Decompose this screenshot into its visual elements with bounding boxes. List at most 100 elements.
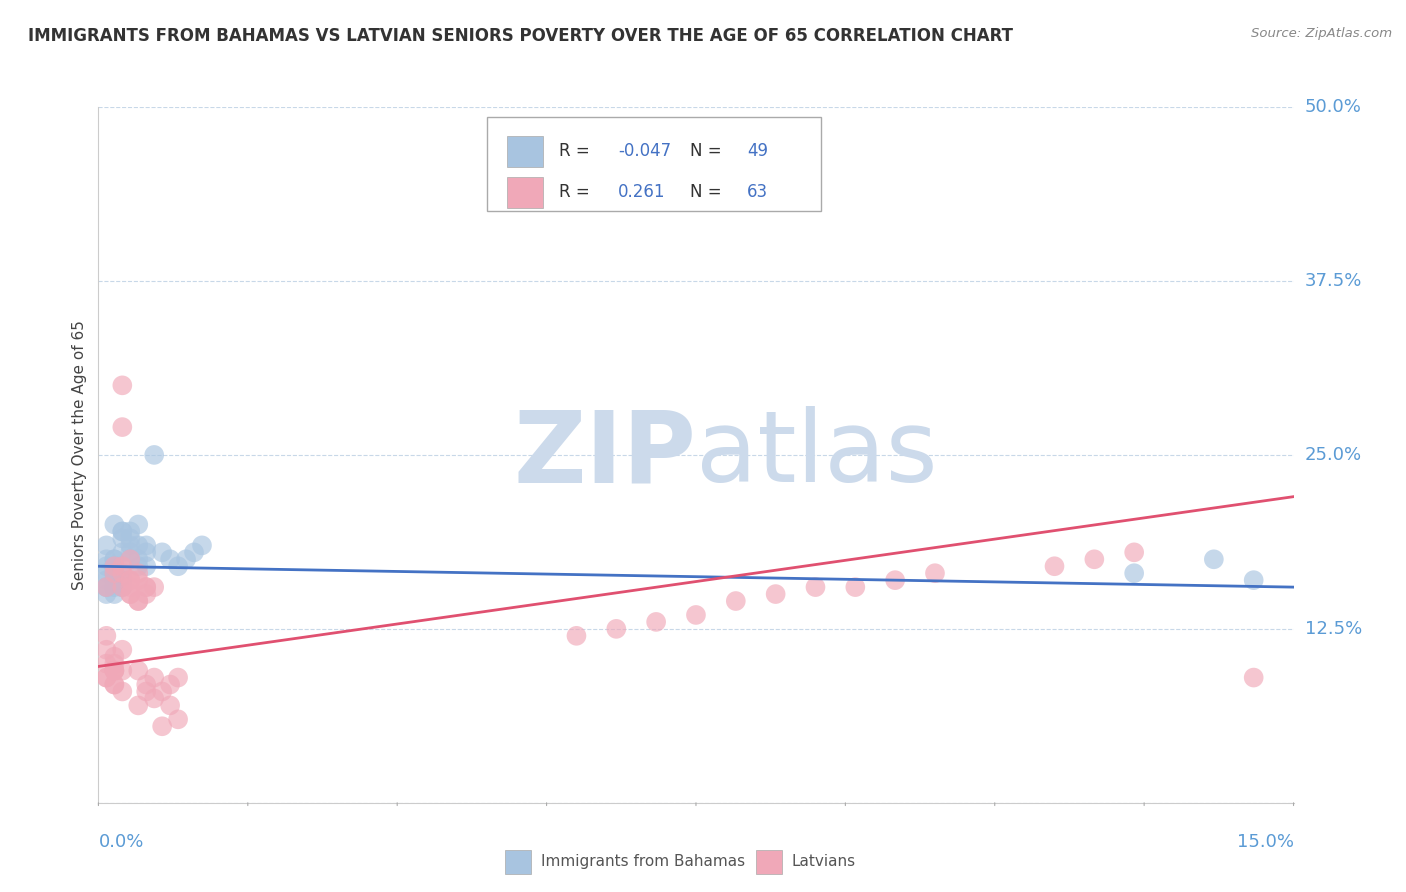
Point xyxy=(765,587,787,601)
Point xyxy=(111,378,134,392)
Point xyxy=(150,719,173,733)
Point xyxy=(111,524,134,539)
Point xyxy=(127,594,149,608)
Point xyxy=(127,552,149,566)
Point xyxy=(191,538,214,552)
Point xyxy=(135,580,157,594)
Point xyxy=(127,566,149,581)
Point xyxy=(135,580,157,594)
Text: atlas: atlas xyxy=(696,407,938,503)
Point xyxy=(103,566,125,581)
Point xyxy=(120,552,142,566)
Point xyxy=(111,524,134,539)
Point xyxy=(111,684,134,698)
Text: 0.261: 0.261 xyxy=(619,183,666,202)
Point xyxy=(111,664,134,678)
Point xyxy=(103,559,125,574)
Point xyxy=(143,448,166,462)
Point xyxy=(135,559,157,574)
Point xyxy=(135,677,157,691)
Point xyxy=(111,580,134,594)
Text: N =: N = xyxy=(690,143,727,161)
Point xyxy=(159,677,181,691)
Point xyxy=(96,552,118,566)
Text: ZIP: ZIP xyxy=(513,407,696,503)
Point xyxy=(96,657,118,671)
Text: Latvians: Latvians xyxy=(792,855,856,870)
Point xyxy=(111,642,134,657)
Point xyxy=(1123,545,1146,559)
Point xyxy=(103,677,125,691)
Point xyxy=(103,664,125,678)
Text: 63: 63 xyxy=(748,183,769,202)
Point xyxy=(1043,559,1066,574)
Point xyxy=(103,566,125,581)
Point xyxy=(127,698,149,713)
Point xyxy=(120,532,142,546)
Point xyxy=(120,538,142,552)
Point xyxy=(159,552,181,566)
Point xyxy=(127,573,149,587)
Point xyxy=(103,517,125,532)
Text: 15.0%: 15.0% xyxy=(1236,833,1294,851)
Point xyxy=(96,671,118,685)
Point xyxy=(96,566,118,581)
Point xyxy=(135,684,157,698)
Text: 50.0%: 50.0% xyxy=(1305,98,1361,116)
Point xyxy=(103,580,125,594)
Point xyxy=(103,677,125,691)
Point xyxy=(111,559,134,574)
Point xyxy=(111,573,134,587)
Point xyxy=(127,538,149,552)
Text: 25.0%: 25.0% xyxy=(1305,446,1362,464)
Point xyxy=(120,587,142,601)
Point xyxy=(103,552,125,566)
Point xyxy=(111,566,134,581)
Point xyxy=(96,642,118,657)
Point xyxy=(96,629,118,643)
Point xyxy=(96,573,118,587)
Point xyxy=(103,552,125,566)
Point xyxy=(924,566,946,581)
Point xyxy=(150,545,173,559)
Point xyxy=(120,545,142,559)
Text: IMMIGRANTS FROM BAHAMAS VS LATVIAN SENIORS POVERTY OVER THE AGE OF 65 CORRELATIO: IMMIGRANTS FROM BAHAMAS VS LATVIAN SENIO… xyxy=(28,27,1014,45)
Text: Immigrants from Bahamas: Immigrants from Bahamas xyxy=(540,855,745,870)
Point xyxy=(103,573,125,587)
Point xyxy=(111,580,134,594)
Point xyxy=(96,580,118,594)
Point xyxy=(120,524,142,539)
Y-axis label: Seniors Poverty Over the Age of 65: Seniors Poverty Over the Age of 65 xyxy=(72,320,87,590)
Point xyxy=(96,559,118,574)
Text: 37.5%: 37.5% xyxy=(1305,272,1362,290)
Point xyxy=(96,580,118,594)
Point xyxy=(103,664,125,678)
Point xyxy=(127,559,149,574)
Point xyxy=(120,552,142,566)
Point xyxy=(565,629,588,643)
Text: R =: R = xyxy=(558,183,600,202)
Point xyxy=(143,580,166,594)
Point xyxy=(174,552,197,566)
Text: 0.0%: 0.0% xyxy=(98,833,143,851)
Point xyxy=(103,566,125,581)
Point xyxy=(103,649,125,664)
Point xyxy=(120,580,142,594)
Bar xyxy=(508,177,543,208)
Point xyxy=(96,671,118,685)
Point xyxy=(645,615,668,629)
Point xyxy=(804,580,827,594)
Point xyxy=(103,559,125,574)
Point xyxy=(103,664,125,678)
Point xyxy=(150,684,173,698)
Point xyxy=(111,420,134,434)
Point xyxy=(1083,552,1105,566)
Point xyxy=(135,538,157,552)
Point xyxy=(183,545,205,559)
Point xyxy=(120,587,142,601)
Point xyxy=(1123,566,1146,581)
Point xyxy=(111,580,134,594)
Point xyxy=(96,580,118,594)
Point xyxy=(96,587,118,601)
Point xyxy=(143,671,166,685)
